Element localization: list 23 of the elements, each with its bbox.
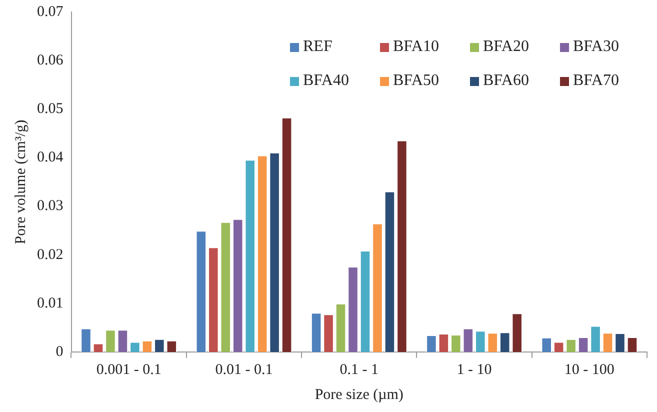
x-tick-label: 0.01 - 0.1 bbox=[215, 362, 273, 378]
legend-label: BFA20 bbox=[482, 37, 530, 57]
y-tick-label: 0.02 bbox=[37, 246, 64, 263]
legend-label: REF bbox=[302, 37, 334, 57]
y-tick-label: 0.01 bbox=[37, 295, 64, 312]
legend-label: BFA60 bbox=[482, 71, 530, 91]
x-tick-label: 0.001 - 0.1 bbox=[96, 362, 162, 378]
legend-label: BFA10 bbox=[392, 37, 440, 57]
legend-label: BFA40 bbox=[302, 71, 350, 91]
legend-label: BFA50 bbox=[392, 71, 440, 91]
y-tick-label: 0.03 bbox=[37, 198, 64, 214]
x-tick-label: 0.1 - 1 bbox=[340, 362, 378, 378]
y-tick-label: 0.07 bbox=[37, 4, 64, 20]
y-axis-title: Pore volume (cm³/g) bbox=[12, 120, 29, 244]
y-tick-label: 0.06 bbox=[37, 52, 64, 69]
x-tick-label: 10 - 100 bbox=[564, 362, 614, 378]
x-tick-label: 1 - 10 bbox=[456, 362, 492, 378]
legend-label: BFA70 bbox=[572, 71, 620, 91]
y-tick-label: 0.05 bbox=[37, 101, 64, 118]
y-tick-label: 0 bbox=[56, 344, 64, 360]
legend-label: BFA30 bbox=[572, 37, 620, 57]
x-axis-title: Pore size (µm) bbox=[314, 386, 404, 403]
y-tick-label: 0.04 bbox=[37, 150, 64, 166]
